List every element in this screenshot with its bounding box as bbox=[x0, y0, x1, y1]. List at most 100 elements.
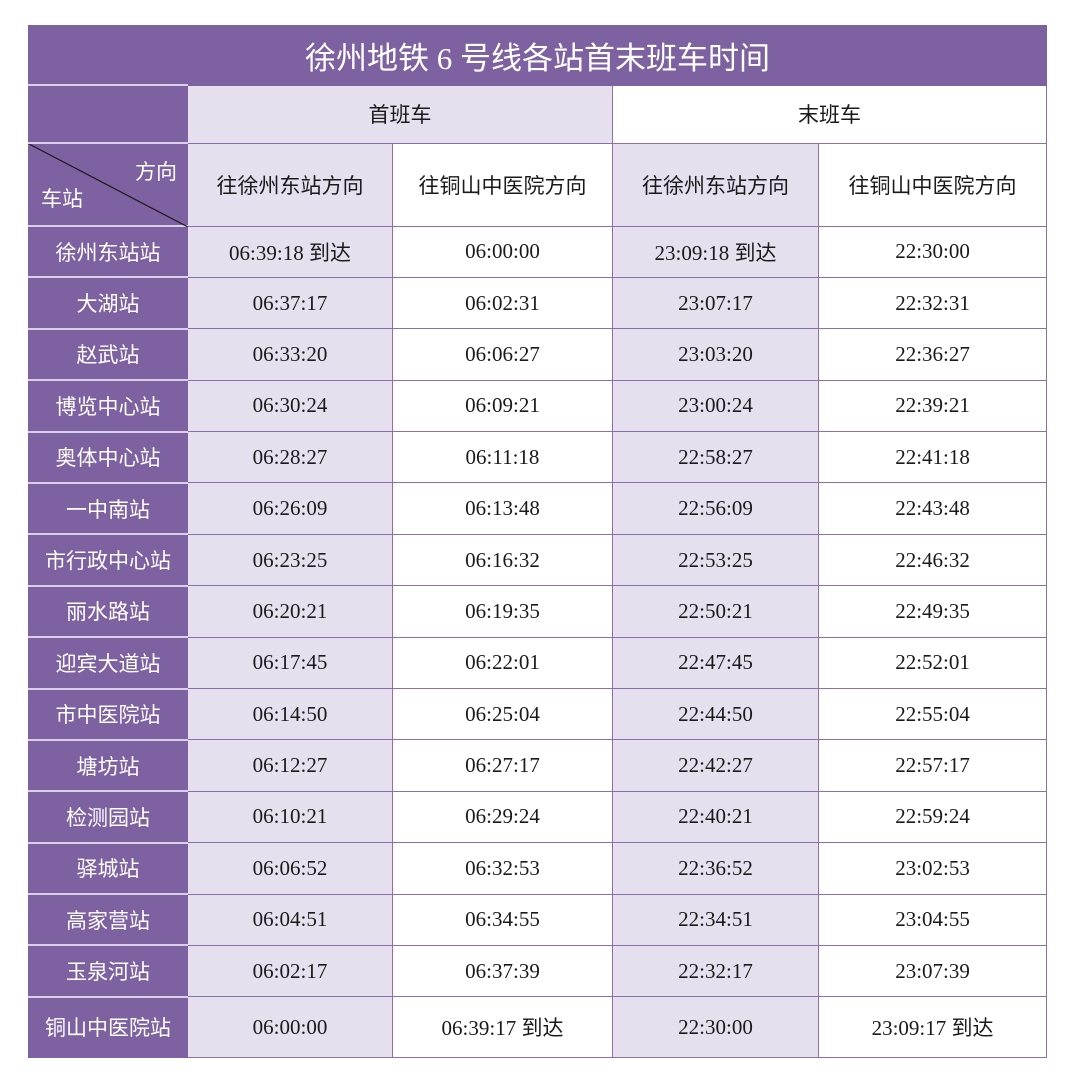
first-to-xuzhoudong: 06:20:21 bbox=[187, 585, 393, 638]
first-to-xuzhoudong: 06:33:20 bbox=[187, 328, 393, 381]
table-row: 一中南站 06:26:09 06:13:48 22:56:09 22:43:48 bbox=[28, 481, 1048, 535]
station-name: 玉泉河站 bbox=[28, 944, 188, 998]
first-to-xuzhoudong: 06:14:50 bbox=[187, 688, 393, 741]
first-to-tongshan: 06:29:24 bbox=[392, 790, 613, 844]
header-last-to-tongshan: 往铜山中医院方向 bbox=[817, 142, 1048, 227]
first-to-tongshan: 06:37:39 bbox=[392, 944, 613, 998]
first-to-xuzhoudong: 06:04:51 bbox=[187, 893, 393, 946]
last-to-tongshan: 22:43:48 bbox=[817, 482, 1048, 535]
first-to-tongshan: 06:25:04 bbox=[392, 688, 613, 741]
corner-top-cell bbox=[28, 84, 188, 144]
table-row: 奥体中心站 06:28:27 06:11:18 22:58:27 22:41:18 bbox=[28, 430, 1048, 484]
last-to-xuzhoudong: 22:44:50 bbox=[612, 688, 819, 741]
corner-diagonal-cell: 方向 车站 bbox=[28, 142, 188, 227]
last-to-tongshan: 23:09:17 到达 bbox=[817, 996, 1048, 1058]
table-row: 迎宾大道站 06:17:45 06:22:01 22:47:45 22:52:01 bbox=[28, 636, 1048, 690]
last-to-xuzhoudong: 23:09:18 到达 bbox=[612, 225, 819, 278]
last-to-xuzhoudong: 22:36:52 bbox=[612, 842, 819, 895]
last-to-xuzhoudong: 22:34:51 bbox=[612, 893, 819, 946]
first-to-tongshan: 06:11:18 bbox=[392, 431, 613, 484]
first-to-xuzhoudong: 06:02:17 bbox=[187, 944, 393, 998]
first-to-xuzhoudong: 06:39:18 到达 bbox=[187, 225, 393, 278]
first-to-xuzhoudong: 06:30:24 bbox=[187, 379, 393, 433]
last-to-xuzhoudong: 22:50:21 bbox=[612, 585, 819, 638]
last-to-xuzhoudong: 22:40:21 bbox=[612, 790, 819, 844]
first-to-xuzhoudong: 06:06:52 bbox=[187, 842, 393, 895]
last-to-tongshan: 22:55:04 bbox=[817, 688, 1048, 741]
last-to-xuzhoudong: 22:56:09 bbox=[612, 482, 819, 535]
header-first-to-tongshan: 往铜山中医院方向 bbox=[392, 142, 613, 227]
first-to-tongshan: 06:19:35 bbox=[392, 585, 613, 638]
table-row: 铜山中医院站 06:00:00 06:39:17 到达 22:30:00 23:09:1… bbox=[28, 995, 1048, 1058]
first-to-tongshan: 06:16:32 bbox=[392, 533, 613, 587]
station-name: 塘坊站 bbox=[28, 738, 188, 792]
first-to-xuzhoudong: 06:26:09 bbox=[187, 482, 393, 535]
last-to-xuzhoudong: 22:32:17 bbox=[612, 944, 819, 998]
last-to-xuzhoudong: 22:47:45 bbox=[612, 636, 819, 690]
table-row: 徐州东站站 06:39:18 到达 06:00:00 23:09:18 到达 22:30… bbox=[28, 224, 1048, 278]
table-row: 博览中心站 06:30:24 06:09:21 23:00:24 22:39:21 bbox=[28, 379, 1048, 433]
first-to-tongshan: 06:06:27 bbox=[392, 328, 613, 381]
first-to-tongshan: 06:02:31 bbox=[392, 276, 613, 330]
table-row: 市中医院站 06:14:50 06:25:04 22:44:50 22:55:04 bbox=[28, 687, 1048, 741]
table-row: 检测园站 06:10:21 06:29:24 22:40:21 22:59:24 bbox=[28, 790, 1048, 844]
last-to-xuzhoudong: 23:00:24 bbox=[612, 379, 819, 433]
last-to-tongshan: 22:57:17 bbox=[817, 739, 1048, 792]
last-to-tongshan: 22:41:18 bbox=[817, 431, 1048, 484]
first-to-tongshan: 06:32:53 bbox=[392, 842, 613, 895]
header-first-train: 首班车 bbox=[187, 84, 613, 144]
timetable: 徐州地铁 6 号线各站首末班车时间 首班车 末班车 方向 车站 往徐州东站方向 … bbox=[27, 25, 1048, 1058]
table-row: 高家营站 06:04:51 06:34:55 22:34:51 23:04:55 bbox=[28, 893, 1048, 946]
last-to-tongshan: 22:39:21 bbox=[817, 379, 1048, 433]
last-to-tongshan: 23:02:53 bbox=[817, 842, 1048, 895]
station-name: 徐州东站站 bbox=[28, 224, 188, 278]
station-name: 驿城站 bbox=[28, 841, 188, 895]
first-to-tongshan: 06:00:00 bbox=[392, 225, 613, 278]
station-name: 奥体中心站 bbox=[28, 430, 188, 484]
first-to-tongshan: 06:27:17 bbox=[392, 739, 613, 792]
last-to-tongshan: 22:36:27 bbox=[817, 328, 1048, 381]
station-name: 丽水路站 bbox=[28, 584, 188, 638]
last-to-xuzhoudong: 22:42:27 bbox=[612, 739, 819, 792]
last-to-xuzhoudong: 22:58:27 bbox=[612, 431, 819, 484]
direction-label: 方向 bbox=[135, 160, 177, 184]
first-to-xuzhoudong: 06:23:25 bbox=[187, 533, 393, 587]
first-to-xuzhoudong: 06:12:27 bbox=[187, 739, 393, 792]
station-name: 高家营站 bbox=[28, 893, 188, 946]
header-last-train: 末班车 bbox=[611, 84, 1048, 144]
last-to-tongshan: 22:52:01 bbox=[817, 636, 1048, 690]
station-name: 大湖站 bbox=[28, 276, 188, 330]
station-name: 博览中心站 bbox=[28, 379, 188, 433]
table-row: 驿城站 06:06:52 06:32:53 22:36:52 23:02:53 bbox=[28, 841, 1048, 895]
last-to-tongshan: 23:07:39 bbox=[817, 944, 1048, 998]
table-row: 大湖站 06:37:17 06:02:31 23:07:17 22:32:31 bbox=[28, 276, 1048, 330]
last-to-tongshan: 22:46:32 bbox=[817, 533, 1048, 587]
first-to-xuzhoudong: 06:00:00 bbox=[187, 996, 393, 1058]
first-to-tongshan: 06:13:48 bbox=[392, 482, 613, 535]
station-name: 迎宾大道站 bbox=[28, 636, 188, 690]
last-to-tongshan: 22:59:24 bbox=[817, 790, 1048, 844]
last-to-xuzhoudong: 23:03:20 bbox=[612, 328, 819, 381]
station-name: 检测园站 bbox=[28, 790, 188, 844]
station-name: 市行政中心站 bbox=[28, 533, 188, 587]
page-title: 徐州地铁 6 号线各站首末班车时间 bbox=[27, 25, 1048, 86]
last-to-xuzhoudong: 22:30:00 bbox=[612, 996, 819, 1058]
diagonal-line bbox=[29, 144, 188, 227]
table-row: 塘坊站 06:12:27 06:27:17 22:42:27 22:57:17 bbox=[28, 738, 1048, 792]
table-row: 丽水路站 06:20:21 06:19:35 22:50:21 22:49:35 bbox=[28, 584, 1048, 638]
table-row: 市行政中心站 06:23:25 06:16:32 22:53:25 22:46:32 bbox=[28, 533, 1048, 587]
last-to-tongshan: 22:32:31 bbox=[817, 276, 1048, 330]
station-name: 市中医院站 bbox=[28, 687, 188, 741]
first-to-xuzhoudong: 06:28:27 bbox=[187, 431, 393, 484]
last-to-tongshan: 22:49:35 bbox=[817, 585, 1048, 638]
station-label: 车站 bbox=[41, 187, 83, 211]
last-to-xuzhoudong: 23:07:17 bbox=[612, 276, 819, 330]
first-to-tongshan: 06:22:01 bbox=[392, 636, 613, 690]
first-to-tongshan: 06:34:55 bbox=[392, 893, 613, 946]
last-to-tongshan: 22:30:00 bbox=[817, 225, 1048, 278]
first-to-xuzhoudong: 06:17:45 bbox=[187, 636, 393, 690]
last-to-tongshan: 23:04:55 bbox=[817, 893, 1048, 946]
header-first-to-xuzhoudong: 往徐州东站方向 bbox=[187, 142, 393, 227]
station-name: 赵武站 bbox=[28, 327, 188, 381]
first-to-xuzhoudong: 06:37:17 bbox=[187, 276, 393, 330]
